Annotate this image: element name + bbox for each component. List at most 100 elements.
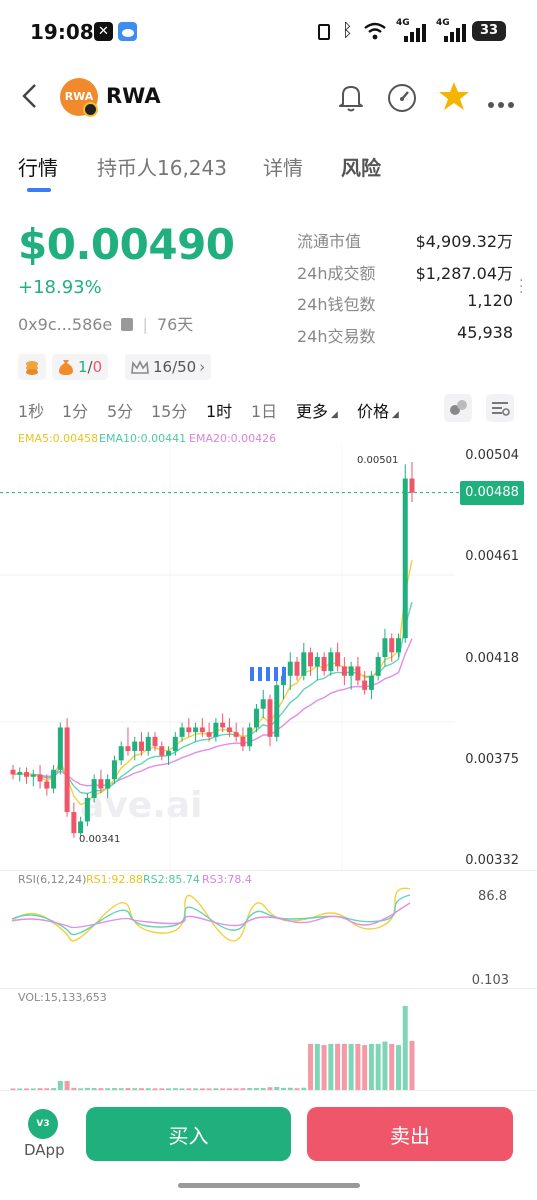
volume-bar xyxy=(30,1088,36,1091)
volume-bar xyxy=(321,1045,327,1091)
holder-ratio-chip[interactable]: 1/0 xyxy=(52,354,109,380)
candle xyxy=(348,661,354,690)
candle xyxy=(274,680,280,742)
indicator-toggle-icon[interactable] xyxy=(444,394,472,422)
stat-label-mcap: 流通市值 xyxy=(297,232,362,251)
volume-bar xyxy=(64,1081,70,1091)
tf-1h[interactable]: 1时 xyxy=(206,402,233,421)
rsi-top-label: 86.8 xyxy=(478,889,507,904)
token-logo: RWA xyxy=(60,78,98,116)
candle xyxy=(287,652,293,690)
tab-risk[interactable]: 风险 xyxy=(341,156,381,180)
volume-bar xyxy=(341,1043,347,1091)
candle xyxy=(193,722,199,742)
stat-value-wallets: 1,120 xyxy=(467,291,513,310)
more-menu-icon[interactable] xyxy=(487,94,515,113)
stat-value-mcap: $4,909.32万 xyxy=(415,232,513,251)
rsi-plot xyxy=(11,887,411,942)
volume-bar xyxy=(281,1087,287,1091)
ema20-legend: EMA20:0.00426 xyxy=(189,432,277,445)
tf-1d[interactable]: 1日 xyxy=(251,402,278,421)
chart-settings-icon[interactable] xyxy=(486,394,514,422)
candle xyxy=(84,793,90,827)
copy-icon[interactable] xyxy=(121,318,134,331)
candle xyxy=(145,732,151,756)
coins-chip[interactable] xyxy=(18,354,46,380)
candle xyxy=(233,722,239,742)
volume-bar xyxy=(206,1088,212,1091)
volume-bar xyxy=(98,1088,104,1091)
candle xyxy=(382,628,388,667)
current-price-tag: 0.00488 xyxy=(460,481,524,505)
candle xyxy=(78,816,84,836)
dapp-icon[interactable]: V3 xyxy=(28,1109,58,1139)
candle xyxy=(308,647,314,676)
candle xyxy=(44,774,50,796)
volume-bar xyxy=(409,1040,415,1091)
tf-1s[interactable]: 1秒 xyxy=(18,402,45,421)
ema10-line xyxy=(12,601,413,795)
volume-bar xyxy=(51,1088,57,1091)
volume-bar xyxy=(199,1088,205,1091)
price-axis-label: 0.00504 xyxy=(465,448,519,463)
candle xyxy=(132,736,138,761)
volume-bar xyxy=(382,1041,388,1091)
status-time: 19:08 xyxy=(30,20,94,44)
price-chart[interactable]: ave.ai 0.00504 0.00461 0.00418 0.00375 0… xyxy=(0,445,537,870)
volume-bar xyxy=(172,1088,178,1091)
volume-bar xyxy=(294,1088,300,1091)
rsi3-value: RS3:78.4 xyxy=(202,873,252,886)
candle xyxy=(105,774,111,798)
tab-details[interactable]: 详情 xyxy=(263,156,303,180)
status-bar: 19:08 ✕ ᛒ 4G 4G 33 xyxy=(0,0,537,64)
tab-market[interactable]: 行情 xyxy=(18,156,58,180)
chain-badge-icon xyxy=(83,102,98,117)
signal-icon-2: 4G xyxy=(436,18,470,42)
candle xyxy=(294,657,300,681)
top-rank-chip[interactable]: 16/50 › xyxy=(125,354,212,380)
candle xyxy=(375,652,381,681)
candle xyxy=(240,727,246,751)
candlestick-plot xyxy=(0,445,460,870)
section-tabs: 行情 持币人16,243 详情 风险 xyxy=(0,148,537,194)
volume-bar xyxy=(253,1088,259,1091)
tf-5m[interactable]: 5分 xyxy=(107,402,134,421)
tf-1m[interactable]: 1分 xyxy=(62,402,89,421)
volume-label: VOL:15,133,653 xyxy=(18,991,107,1004)
candle xyxy=(118,741,124,766)
back-icon[interactable] xyxy=(20,82,40,114)
low-price-label: 0.00341 xyxy=(79,834,121,845)
volume-bar xyxy=(402,1006,408,1091)
candle xyxy=(220,713,226,733)
candle xyxy=(267,694,273,747)
candle xyxy=(362,671,368,695)
candle xyxy=(341,657,347,686)
contract-info: 0x9c...586e | 76天 xyxy=(18,315,194,334)
volume-bar xyxy=(84,1087,90,1091)
price-axis-label: 0.00461 xyxy=(465,549,519,564)
dapp-label[interactable]: DApp xyxy=(24,1141,65,1159)
wifi-icon xyxy=(364,22,386,44)
battery-icon: 33 xyxy=(472,21,506,41)
sell-button[interactable]: 卖出 xyxy=(307,1107,513,1161)
ema5-line xyxy=(12,559,413,806)
favorite-star-icon[interactable] xyxy=(438,80,470,116)
candle xyxy=(152,732,158,751)
ema10-legend: EMA10:0.00441 xyxy=(99,432,187,445)
price-mode-select[interactable]: 价格 ◢ xyxy=(357,402,399,421)
tf-15m[interactable]: 15分 xyxy=(151,402,188,421)
volume-panel: VOL:15,133,653 xyxy=(0,988,537,1091)
speed-check-icon[interactable] xyxy=(386,82,418,118)
volume-bar xyxy=(375,1043,381,1091)
price-change: +18.93% xyxy=(18,277,102,298)
candle xyxy=(91,774,97,803)
tf-more[interactable]: 更多 ◢ xyxy=(296,402,338,421)
rsi-bottom-label: 0.103 xyxy=(471,973,509,988)
stats-more-icon[interactable]: · · · xyxy=(519,273,524,301)
bell-icon[interactable] xyxy=(336,82,366,116)
tab-holders[interactable]: 持币人16,243 xyxy=(97,156,227,180)
contract-address[interactable]: 0x9c...586e xyxy=(18,315,113,334)
buy-button[interactable]: 买入 xyxy=(86,1107,291,1161)
price-axis-label: 0.00375 xyxy=(465,752,519,767)
volume-bar xyxy=(220,1088,226,1091)
